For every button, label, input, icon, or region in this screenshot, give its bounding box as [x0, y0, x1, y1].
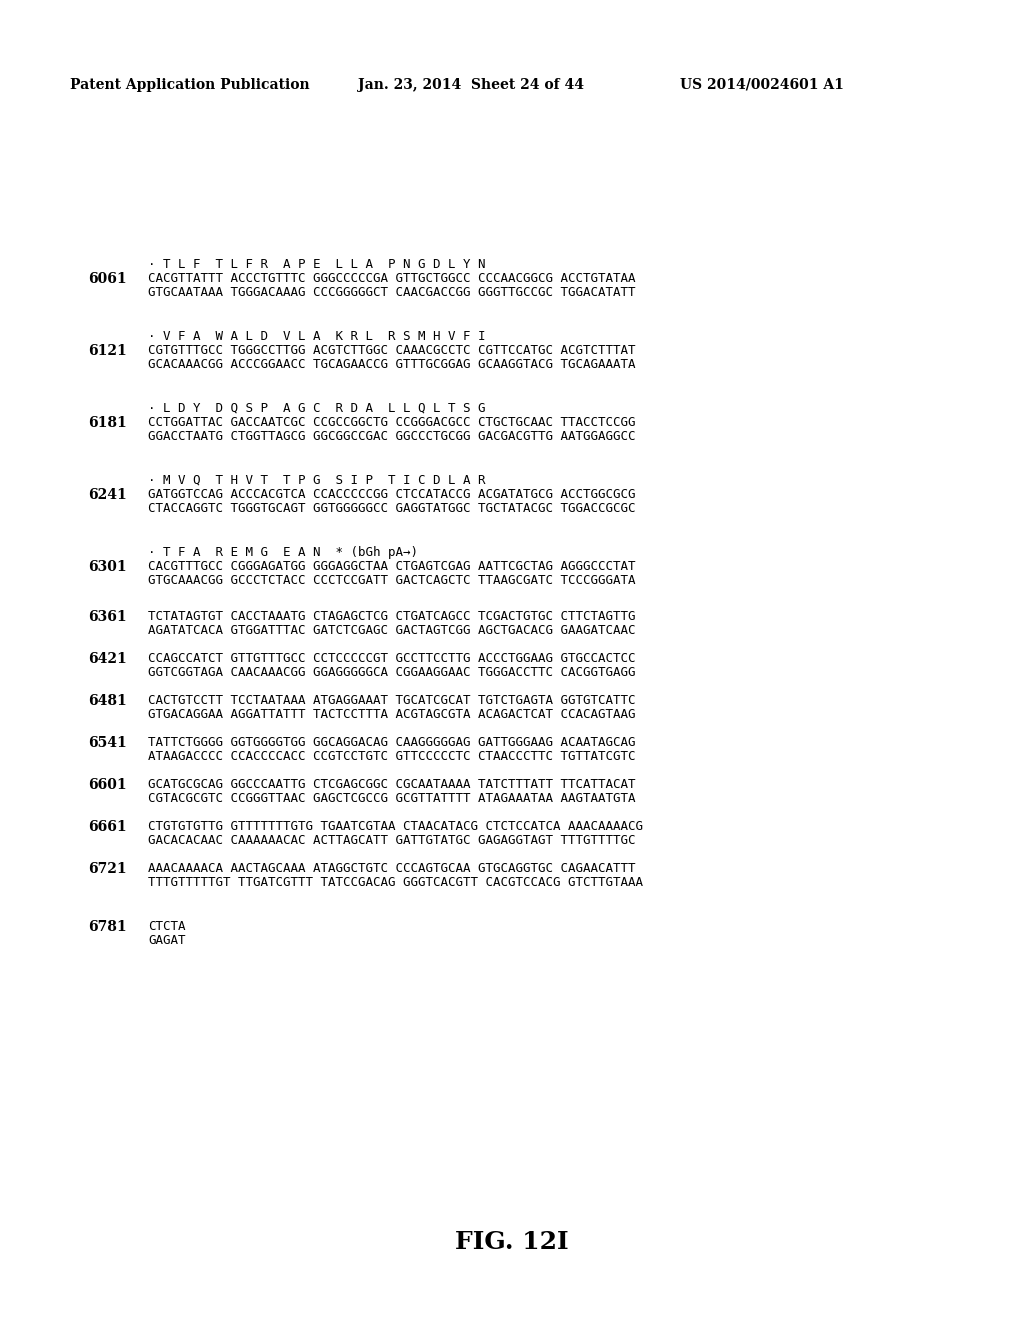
- Text: 6301: 6301: [88, 560, 127, 574]
- Text: CTCTA: CTCTA: [148, 920, 185, 933]
- Text: CCTGGATTAC GACCAATCGC CCGCCGGCTG CCGGGACGCC CTGCTGCAAC TTACCTCCGG: CCTGGATTAC GACCAATCGC CCGCCGGCTG CCGGGAC…: [148, 416, 636, 429]
- Text: 6541: 6541: [88, 737, 127, 750]
- Text: GTGCAATAAA TGGGACAAAG CCCGGGGGCT CAACGACCGG GGGTTGCCGC TGGACATATT: GTGCAATAAA TGGGACAAAG CCCGGGGGCT CAACGAC…: [148, 286, 636, 300]
- Text: 6721: 6721: [88, 862, 127, 876]
- Text: GTGCAAACGG GCCCTCTACC CCCTCCGATT GACTCAGCTC TTAAGCGATC TCCCGGGATA: GTGCAAACGG GCCCTCTACC CCCTCCGATT GACTCAG…: [148, 574, 636, 587]
- Text: GGACCTAATG CTGGTTAGCG GGCGGCCGAC GGCCCTGCGG GACGACGTTG AATGGAGGCC: GGACCTAATG CTGGTTAGCG GGCGGCCGAC GGCCCTG…: [148, 430, 636, 444]
- Text: · M V Q  T H V T  T P G  S I P  T I C D L A R: · M V Q T H V T T P G S I P T I C D L A …: [148, 474, 485, 487]
- Text: GACACACAAC CAAAAAACAC ACTTAGCATT GATTGTATGC GAGAGGTAGT TTTGTTTTGC: GACACACAAC CAAAAAACAC ACTTAGCATT GATTGTA…: [148, 834, 636, 847]
- Text: Patent Application Publication: Patent Application Publication: [70, 78, 309, 92]
- Text: 6361: 6361: [88, 610, 127, 624]
- Text: CGTGTTTGCC TGGGCCTTGG ACGTCTTGGC CAAACGCCTC CGTTCCATGC ACGTCTTTAT: CGTGTTTGCC TGGGCCTTGG ACGTCTTGGC CAAACGC…: [148, 345, 636, 356]
- Text: TATTCTGGGG GGTGGGGTGG GGCAGGACAG CAAGGGGGAG GATTGGGAAG ACAATAGCAG: TATTCTGGGG GGTGGGGTGG GGCAGGACAG CAAGGGG…: [148, 737, 636, 748]
- Text: AAACAAAACA AACTAGCAAA ATAGGCTGTC CCCAGTGCAA GTGCAGGTGC CAGAACATTT: AAACAAAACA AACTAGCAAA ATAGGCTGTC CCCAGTG…: [148, 862, 636, 875]
- Text: GCATGCGCAG GGCCCAATTG CTCGAGCGGC CGCAATAAAA TATCTTTATT TTCATTACAT: GCATGCGCAG GGCCCAATTG CTCGAGCGGC CGCAATA…: [148, 777, 636, 791]
- Text: Jan. 23, 2014  Sheet 24 of 44: Jan. 23, 2014 Sheet 24 of 44: [358, 78, 584, 92]
- Text: CACGTTATTT ACCCTGTTTC GGGCCCCCGA GTTGCTGGCC CCCAACGGCG ACCTGTATAA: CACGTTATTT ACCCTGTTTC GGGCCCCCGA GTTGCTG…: [148, 272, 636, 285]
- Text: 6061: 6061: [88, 272, 127, 286]
- Text: CACTGTCCTT TCCTAATAAA ATGAGGAAAT TGCATCGCAT TGTCTGAGTA GGTGTCATTC: CACTGTCCTT TCCTAATAAA ATGAGGAAAT TGCATCG…: [148, 694, 636, 708]
- Text: 6181: 6181: [88, 416, 127, 430]
- Text: AGATATCACA GTGGATTTAC GATCTCGAGC GACTAGTCGG AGCTGACACG GAAGATCAAC: AGATATCACA GTGGATTTAC GATCTCGAGC GACTAGT…: [148, 624, 636, 638]
- Text: 6241: 6241: [88, 488, 127, 502]
- Text: US 2014/0024601 A1: US 2014/0024601 A1: [680, 78, 844, 92]
- Text: 6601: 6601: [88, 777, 127, 792]
- Text: 6781: 6781: [88, 920, 127, 935]
- Text: FIG. 12I: FIG. 12I: [456, 1230, 568, 1254]
- Text: · V F A  W A L D  V L A  K R L  R S M H V F I: · V F A W A L D V L A K R L R S M H V F …: [148, 330, 485, 343]
- Text: 6121: 6121: [88, 345, 127, 358]
- Text: CCAGCCATCT GTTGTTTGCC CCTCCCCCGT GCCTTCCTTG ACCCTGGAAG GTGCCACTCC: CCAGCCATCT GTTGTTTGCC CCTCCCCCGT GCCTTCC…: [148, 652, 636, 665]
- Text: GTGACAGGAA AGGATTATTT TACTCCTTTA ACGTAGCGTA ACAGACTCAT CCACAGTAAG: GTGACAGGAA AGGATTATTT TACTCCTTTA ACGTAGC…: [148, 708, 636, 721]
- Text: GAGAT: GAGAT: [148, 935, 185, 946]
- Text: 6421: 6421: [88, 652, 127, 667]
- Text: GCACAAACGG ACCCGGAACC TGCAGAACCG GTTTGCGGAG GCAAGGTACG TGCAGAAATA: GCACAAACGG ACCCGGAACC TGCAGAACCG GTTTGCG…: [148, 358, 636, 371]
- Text: GGTCGGTAGA CAACAAACGG GGAGGGGGCA CGGAAGGAAC TGGGACCTTC CACGGTGAGG: GGTCGGTAGA CAACAAACGG GGAGGGGGCA CGGAAGG…: [148, 667, 636, 678]
- Text: CTGTGTGTTG GTTTTTTTGTG TGAATCGTAA CTAACATACG CTCTCCATCA AAACAAAACG: CTGTGTGTTG GTTTTTTTGTG TGAATCGTAA CTAACA…: [148, 820, 643, 833]
- Text: TTTGTTTTTGT TTGATCGTTT TATCCGACAG GGGTCACGTT CACGTCCACG GTCTTGTAAA: TTTGTTTTTGT TTGATCGTTT TATCCGACAG GGGTCA…: [148, 876, 643, 888]
- Text: · T F A  R E M G  E A N  * (bGh pA→): · T F A R E M G E A N * (bGh pA→): [148, 546, 418, 558]
- Text: CACGTTTGCC CGGGAGATGG GGGAGGCTAA CTGAGTCGAG AATTCGCTAG AGGGCCCTAT: CACGTTTGCC CGGGAGATGG GGGAGGCTAA CTGAGTC…: [148, 560, 636, 573]
- Text: 6661: 6661: [88, 820, 127, 834]
- Text: TCTATAGTGT CACCTAAATG CTAGAGCTCG CTGATCAGCC TCGACTGTGC CTTCTAGTTG: TCTATAGTGT CACCTAAATG CTAGAGCTCG CTGATCA…: [148, 610, 636, 623]
- Text: · L D Y  D Q S P  A G C  R D A  L L Q L T S G: · L D Y D Q S P A G C R D A L L Q L T S …: [148, 403, 485, 414]
- Text: CTACCAGGTC TGGGTGCAGT GGTGGGGGCC GAGGTATGGC TGCTATACGC TGGACCGCGC: CTACCAGGTC TGGGTGCAGT GGTGGGGGCC GAGGTAT…: [148, 502, 636, 515]
- Text: 6481: 6481: [88, 694, 127, 708]
- Text: CGTACGCGTC CCGGGTTAAC GAGCTCGCCG GCGTTATTTT ATAGAAATAA AAGTAATGTA: CGTACGCGTC CCGGGTTAAC GAGCTCGCCG GCGTTAT…: [148, 792, 636, 805]
- Text: GATGGTCCAG ACCCACGTCA CCACCCCCGG CTCCATACCG ACGATATGCG ACCTGGCGCG: GATGGTCCAG ACCCACGTCA CCACCCCCGG CTCCATA…: [148, 488, 636, 502]
- Text: · T L F  T L F R  A P E  L L A  P N G D L Y N: · T L F T L F R A P E L L A P N G D L Y …: [148, 257, 485, 271]
- Text: ATAAGACCCC CCACCCCACC CCGTCCTGTC GTTCCCCCTC CTAACCCTTC TGTTATCGTC: ATAAGACCCC CCACCCCACC CCGTCCTGTC GTTCCCC…: [148, 750, 636, 763]
